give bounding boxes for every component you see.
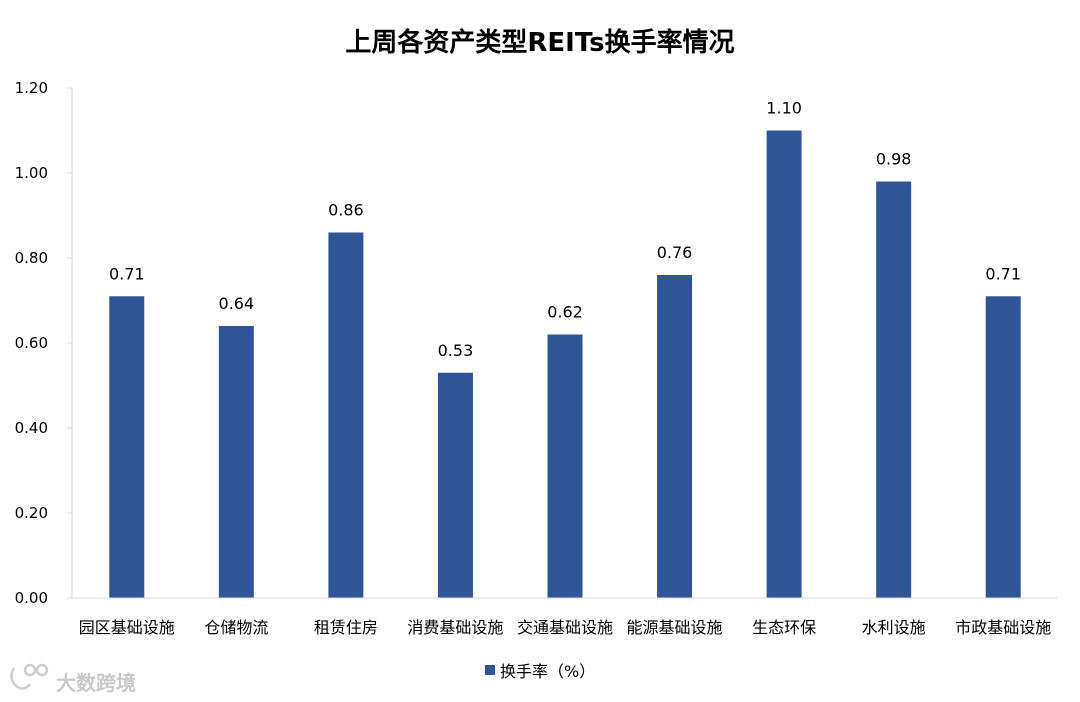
- category-label: 能源基础设施: [627, 618, 723, 637]
- legend-label: 换手率（%）: [500, 662, 595, 681]
- data-label: 0.71: [109, 264, 145, 283]
- bars: [109, 130, 1021, 598]
- category-label: 生态环保: [752, 618, 816, 637]
- bar: [766, 130, 802, 598]
- bar: [328, 232, 364, 598]
- data-labels: 0.71 0.64 0.86 0.53 0.62 0.76 1.10 0.98 0.71: [109, 99, 1021, 360]
- legend-swatch: [485, 665, 495, 675]
- y-tick-label: 0.80: [15, 249, 48, 267]
- data-label: 0.53: [438, 341, 474, 360]
- y-tick-label: 1.00: [15, 164, 48, 182]
- legend: 换手率（%）: [485, 662, 595, 681]
- watermark-logo-icon: [10, 663, 49, 690]
- watermark-text: 大数跨境: [56, 671, 136, 695]
- bar: [437, 372, 473, 598]
- y-tick-label: 0.20: [15, 504, 48, 522]
- category-label: 消费基础设施: [407, 618, 503, 637]
- category-label: 租赁住房: [314, 618, 378, 637]
- bar: [547, 334, 583, 598]
- bar: [218, 326, 254, 598]
- data-label: 0.62: [547, 303, 583, 322]
- bar: [657, 275, 693, 598]
- watermark: 大数跨境: [10, 663, 136, 695]
- bar: [985, 296, 1021, 598]
- data-label: 0.76: [657, 243, 693, 262]
- data-label: 0.64: [219, 294, 255, 313]
- data-label: 0.86: [328, 201, 364, 220]
- data-label: 0.71: [985, 264, 1021, 283]
- bar: [876, 181, 912, 598]
- category-label: 交通基础设施: [517, 618, 613, 637]
- data-label: 1.10: [766, 99, 802, 118]
- category-label: 市政基础设施: [955, 618, 1051, 637]
- y-axis: 0.00 0.20 0.40 0.60 0.80 1.00 1.20: [15, 79, 73, 607]
- category-label: 水利设施: [862, 618, 926, 637]
- category-labels: 园区基础设施 仓储物流 租赁住房 消费基础设施 交通基础设施 能源基础设施 生态环保 水利设施…: [79, 618, 1051, 637]
- chart-title: 上周各资产类型REITs换手率情况: [345, 27, 734, 58]
- y-tick-label: 0.00: [15, 589, 48, 607]
- y-tick-label: 0.60: [15, 334, 48, 352]
- y-tick-label: 0.40: [15, 419, 48, 437]
- y-tick-label: 1.20: [15, 79, 48, 97]
- data-label: 0.98: [876, 150, 912, 169]
- bar: [109, 296, 145, 598]
- category-label: 园区基础设施: [79, 618, 175, 637]
- category-label: 仓储物流: [204, 618, 268, 637]
